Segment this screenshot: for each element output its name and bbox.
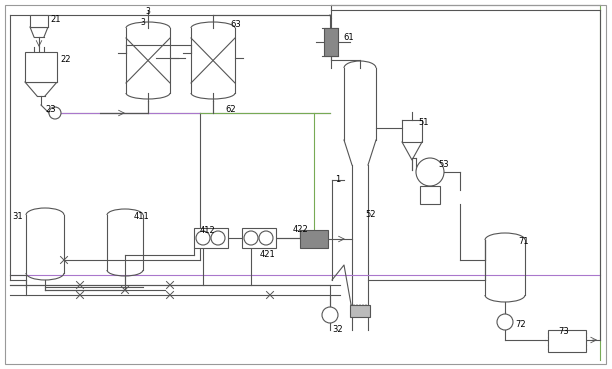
Circle shape — [211, 231, 225, 245]
Text: 61: 61 — [343, 33, 354, 42]
Text: 52: 52 — [365, 210, 376, 219]
Text: 53: 53 — [438, 160, 449, 169]
Bar — [300, 230, 328, 248]
Bar — [420, 186, 440, 204]
Circle shape — [244, 231, 258, 245]
Text: 21: 21 — [50, 15, 61, 24]
Bar — [548, 330, 586, 352]
Text: 31: 31 — [12, 212, 23, 221]
Text: 63: 63 — [230, 20, 241, 29]
Text: 22: 22 — [60, 55, 70, 64]
Bar — [30, 15, 48, 27]
Text: 73: 73 — [558, 327, 569, 336]
Text: 411: 411 — [134, 212, 150, 221]
Text: 3: 3 — [146, 7, 151, 16]
Circle shape — [497, 314, 513, 330]
Text: 422: 422 — [293, 225, 308, 234]
Text: 51: 51 — [418, 118, 428, 127]
Bar — [242, 228, 276, 248]
Text: 32: 32 — [332, 325, 343, 334]
Text: 62: 62 — [225, 105, 236, 114]
Text: 3: 3 — [140, 18, 145, 27]
Text: 412: 412 — [200, 226, 216, 235]
Circle shape — [416, 158, 444, 186]
Text: 1: 1 — [335, 175, 340, 184]
Bar — [194, 228, 228, 248]
Bar — [25, 52, 57, 82]
Text: 71: 71 — [518, 237, 529, 246]
Bar — [350, 305, 370, 317]
Circle shape — [259, 231, 273, 245]
Text: 72: 72 — [515, 320, 526, 329]
Bar — [324, 28, 338, 56]
Circle shape — [322, 307, 338, 323]
Circle shape — [196, 231, 210, 245]
Text: 23: 23 — [45, 105, 56, 114]
Text: 421: 421 — [260, 250, 276, 259]
Circle shape — [49, 107, 61, 119]
